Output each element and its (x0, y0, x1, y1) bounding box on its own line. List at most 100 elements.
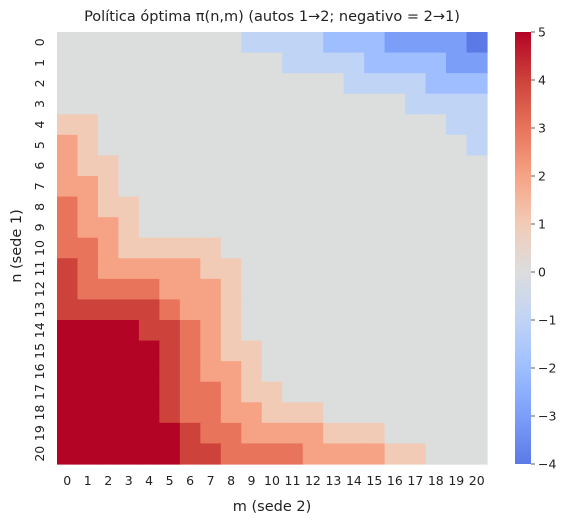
heatmap-cell (118, 320, 140, 342)
heatmap-cell (179, 93, 201, 115)
heatmap-cell (57, 258, 79, 280)
heatmap-cell (261, 278, 283, 301)
heatmap-cell (364, 196, 386, 218)
x-tick-label: 19 (448, 473, 464, 488)
heatmap-cell (364, 237, 386, 259)
heatmap-cell (200, 217, 222, 239)
heatmap-cell (118, 217, 140, 239)
heatmap-cell (97, 176, 120, 198)
heatmap-cell (405, 258, 427, 280)
heatmap-cell (200, 320, 222, 342)
heatmap-cells (57, 32, 488, 465)
heatmap-cell (425, 134, 447, 157)
heatmap-cell (138, 443, 160, 465)
heatmap-cell (241, 340, 263, 362)
heatmap-cell (97, 422, 120, 445)
heatmap-cell (364, 217, 386, 239)
colorbar-tick-label: 1 (538, 217, 546, 232)
heatmap-cell (425, 237, 447, 259)
heatmap-cell (466, 299, 488, 321)
heatmap-cell (343, 134, 365, 157)
heatmap-cell (425, 361, 447, 383)
heatmap-cell (118, 361, 140, 383)
heatmap-cell (384, 402, 406, 424)
heatmap-cell (57, 361, 79, 383)
heatmap-cell (364, 134, 386, 157)
heatmap-cell (466, 134, 488, 157)
heatmap-cell (466, 176, 488, 198)
heatmap-cell (384, 114, 406, 136)
heatmap-cell (57, 114, 79, 136)
heatmap-cell (200, 381, 222, 403)
heatmap-cell (261, 299, 283, 321)
heatmap-cell (241, 299, 263, 321)
heatmap-cell (261, 134, 283, 157)
heatmap-cell (57, 32, 79, 54)
heatmap-cell (302, 114, 324, 136)
heatmap-cell (302, 340, 324, 362)
heatmap-cell (77, 73, 99, 95)
heatmap-cell (97, 73, 120, 95)
heatmap-cell (405, 299, 427, 321)
heatmap-cell (323, 278, 345, 301)
heatmap-cell (159, 32, 181, 54)
heatmap-cell (159, 381, 181, 403)
heatmap-cell (384, 52, 406, 74)
heatmap-cell (343, 217, 365, 239)
heatmap-cell (343, 32, 365, 54)
heatmap-cell (343, 320, 365, 342)
heatmap-cell (343, 52, 365, 74)
heatmap-cell (220, 73, 242, 95)
heatmap-cell (466, 278, 488, 301)
heatmap-cell (261, 32, 283, 54)
heatmap-cell (118, 32, 140, 54)
colorbar-tick-labels: −4 −3 −2 −1 0 1 2 3 4 5 (531, 25, 556, 472)
y-tick-label: 14 (32, 322, 47, 338)
heatmap-cell (200, 278, 222, 301)
heatmap-cell (241, 361, 263, 383)
heatmap-cell (323, 258, 345, 280)
heatmap-cell (446, 52, 468, 74)
heatmap-cell (405, 402, 427, 424)
heatmap-cell (118, 340, 140, 362)
heatmap-cell (220, 176, 242, 198)
colorbar (515, 32, 531, 464)
heatmap-cell (261, 237, 283, 259)
heatmap-cell (200, 134, 222, 157)
heatmap-cell (179, 73, 201, 95)
heatmap-cell (97, 299, 120, 321)
heatmap-cell (138, 237, 160, 259)
heatmap-cell (57, 217, 79, 239)
y-tick-label: 9 (32, 223, 47, 231)
heatmap-cell (323, 176, 345, 198)
heatmap-cell (425, 196, 447, 218)
heatmap-cell (138, 93, 160, 115)
heatmap-cell (97, 381, 120, 403)
heatmap-cell (138, 155, 160, 177)
heatmap-cell (323, 134, 345, 157)
heatmap-cell (446, 134, 468, 157)
heatmap-cell (97, 361, 120, 383)
heatmap-cell (282, 176, 304, 198)
heatmap-cell (323, 237, 345, 259)
heatmap-cell (97, 278, 120, 301)
heatmap-cell (200, 32, 222, 54)
heatmap-cell (425, 114, 447, 136)
heatmap-cell (179, 155, 201, 177)
heatmap-cell (282, 217, 304, 239)
heatmap-cell (466, 93, 488, 115)
heatmap-cell (343, 114, 365, 136)
heatmap-cell (405, 114, 427, 136)
heatmap-cell (200, 340, 222, 362)
heatmap-cell (118, 237, 140, 259)
heatmap-cell (77, 340, 99, 362)
heatmap-cell (384, 422, 406, 445)
heatmap-cell (425, 258, 447, 280)
heatmap-cell (323, 340, 345, 362)
y-tick-label: 7 (32, 182, 47, 190)
heatmap-cell (179, 361, 201, 383)
heatmap-cell (446, 320, 468, 342)
heatmap-cell (323, 32, 345, 54)
heatmap-cell (446, 114, 468, 136)
